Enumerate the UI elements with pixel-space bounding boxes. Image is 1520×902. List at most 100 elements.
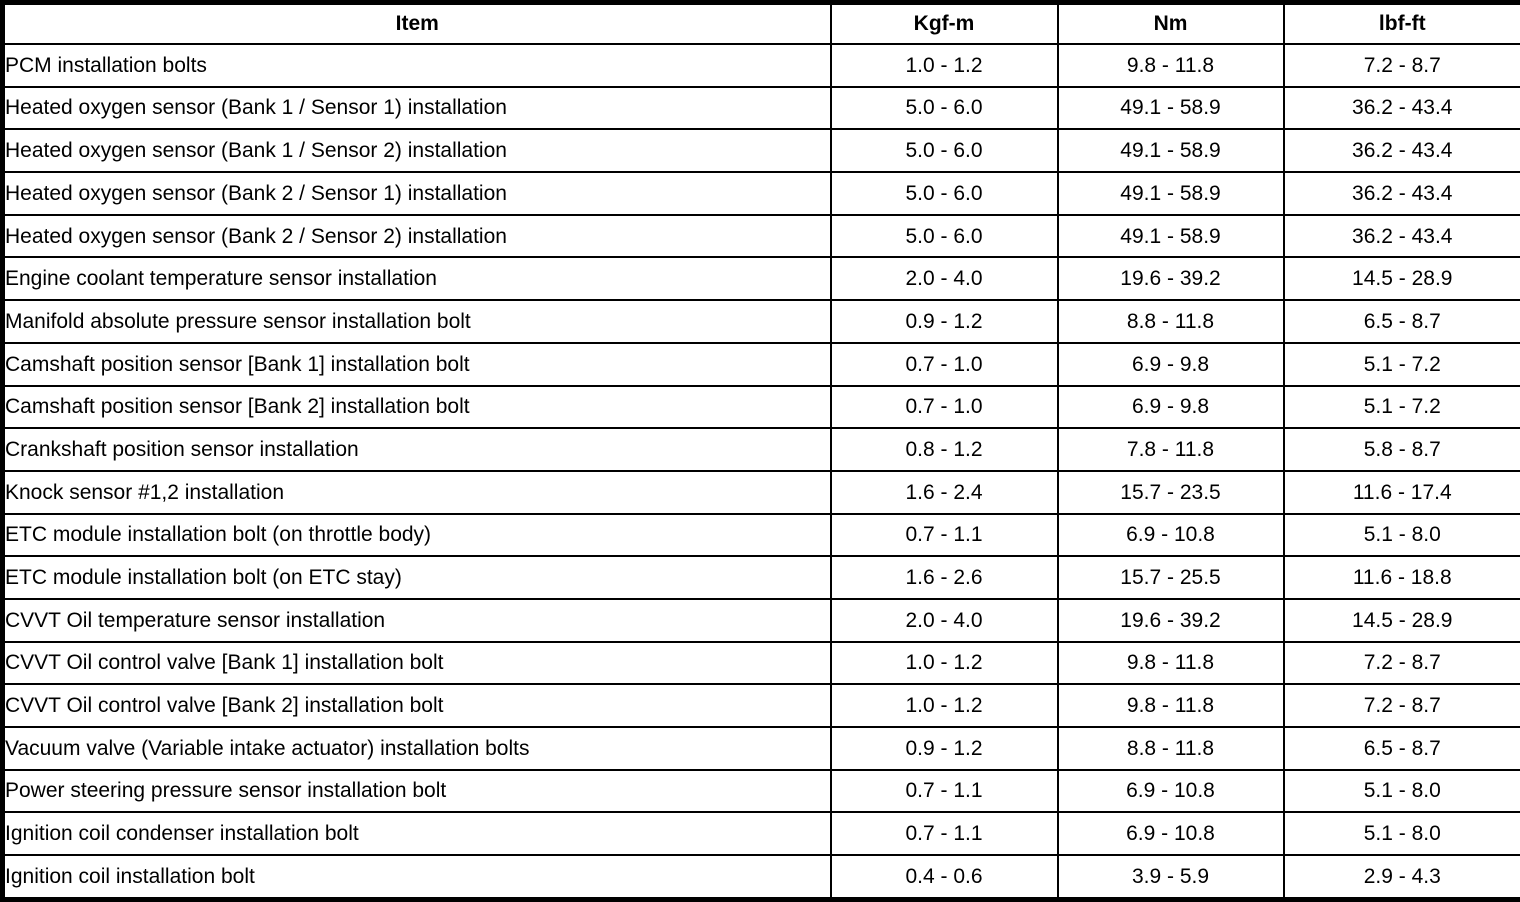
value-cell: 36.2 - 43.4 <box>1282 171 1520 216</box>
value-cell: 2.0 - 4.0 <box>829 597 1059 643</box>
value-cell: 5.0 - 6.0 <box>829 213 1059 259</box>
value-cell: 15.7 - 23.5 <box>1056 469 1285 515</box>
value-cell: 5.1 - 8.0 <box>1282 811 1520 857</box>
table-row: PCM installation bolts 1.0 - 1.2 9.8 - 11.… <box>1 43 1520 88</box>
header-lbfft: lbf-ft <box>1282 1 1520 45</box>
value-cell: 9.8 - 11.8 <box>1056 43 1285 88</box>
item-cell: ETC module installation bolt (on throttl… <box>1 512 832 558</box>
value-cell: 0.7 - 1.0 <box>829 341 1059 387</box>
table-row: CVVT Oil control valve [Bank 1] installa… <box>1 640 1520 686</box>
item-cell: Knock sensor #1,2 installation <box>1 469 832 515</box>
value-cell: 0.9 - 1.2 <box>829 726 1059 771</box>
value-cell: 0.4 - 0.6 <box>829 854 1059 901</box>
value-cell: 6.9 - 10.8 <box>1056 811 1285 857</box>
table-row: CVVT Oil temperature sensor installation… <box>1 597 1520 643</box>
value-cell: 9.8 - 11.8 <box>1056 640 1285 686</box>
value-cell: 19.6 - 39.2 <box>1056 597 1285 643</box>
value-cell: 0.7 - 1.1 <box>829 811 1059 857</box>
value-cell: 1.0 - 1.2 <box>829 683 1059 728</box>
value-cell: 14.5 - 28.9 <box>1282 256 1520 302</box>
value-cell: 2.9 - 4.3 <box>1282 854 1520 901</box>
value-cell: 6.9 - 10.8 <box>1056 512 1285 558</box>
value-cell: 36.2 - 43.4 <box>1282 85 1520 131</box>
value-cell: 14.5 - 28.9 <box>1282 597 1520 643</box>
table-row: Crankshaft position sensor installation 0… <box>1 427 1520 472</box>
value-cell: 5.1 - 8.0 <box>1282 768 1520 814</box>
value-cell: 1.6 - 2.4 <box>829 469 1059 515</box>
value-cell: 3.9 - 5.9 <box>1056 854 1285 901</box>
item-cell: CVVT Oil control valve [Bank 1] installa… <box>1 640 832 686</box>
value-cell: 5.0 - 6.0 <box>829 85 1059 131</box>
value-cell: 49.1 - 58.9 <box>1056 171 1285 216</box>
value-cell: 0.7 - 1.0 <box>829 384 1059 430</box>
item-cell: Ignition coil condenser installation bol… <box>1 811 832 857</box>
item-cell: Ignition coil installation bolt <box>1 854 832 901</box>
table-row: Ignition coil condenser installation bol… <box>1 811 1520 857</box>
table-row: Heated oxygen sensor (Bank 1 / Sensor 1)… <box>1 85 1520 131</box>
value-cell: 49.1 - 58.9 <box>1056 85 1285 131</box>
table-row: ETC module installation bolt (on ETC sta… <box>1 555 1520 600</box>
table-header: Item Kgf-m Nm lbf-ft <box>1 1 1520 45</box>
value-cell: 36.2 - 43.4 <box>1282 213 1520 259</box>
table-row: ETC module installation bolt (on throttl… <box>1 512 1520 558</box>
value-cell: 7.2 - 8.7 <box>1282 43 1520 88</box>
item-cell: Heated oxygen sensor (Bank 2 / Sensor 2)… <box>1 213 832 259</box>
value-cell: 1.0 - 1.2 <box>829 640 1059 686</box>
table-row: Camshaft position sensor [Bank 1] instal… <box>1 341 1520 387</box>
table-row: CVVT Oil control valve [Bank 2] installa… <box>1 683 1520 728</box>
value-cell: 5.0 - 6.0 <box>829 128 1059 174</box>
value-cell: 5.1 - 8.0 <box>1282 512 1520 558</box>
value-cell: 36.2 - 43.4 <box>1282 128 1520 174</box>
header-kgfm: Kgf-m <box>829 1 1059 45</box>
table-row: Ignition coil installation bolt 0.4 - 0.6… <box>1 854 1520 901</box>
value-cell: 11.6 - 18.8 <box>1282 555 1520 600</box>
item-cell: Crankshaft position sensor installation <box>1 427 832 472</box>
value-cell: 5.8 - 8.7 <box>1282 427 1520 472</box>
header-item: Item <box>1 1 832 45</box>
value-cell: 8.8 - 11.8 <box>1056 299 1285 344</box>
value-cell: 6.9 - 9.8 <box>1056 341 1285 387</box>
value-cell: 9.8 - 11.8 <box>1056 683 1285 728</box>
value-cell: 19.6 - 39.2 <box>1056 256 1285 302</box>
value-cell: 6.5 - 8.7 <box>1282 726 1520 771</box>
table-row: Manifold absolute pressure sensor instal… <box>1 299 1520 344</box>
table-row: Knock sensor #1,2 installation 1.6 - 2.4 1… <box>1 469 1520 515</box>
value-cell: 1.0 - 1.2 <box>829 43 1059 88</box>
table-row: Heated oxygen sensor (Bank 2 / Sensor 2)… <box>1 213 1520 259</box>
value-cell: 6.5 - 8.7 <box>1282 299 1520 344</box>
item-cell: CVVT Oil temperature sensor installation <box>1 597 832 643</box>
value-cell: 0.8 - 1.2 <box>829 427 1059 472</box>
header-nm: Nm <box>1056 1 1285 45</box>
item-cell: CVVT Oil control valve [Bank 2] installa… <box>1 683 832 728</box>
item-cell: Heated oxygen sensor (Bank 2 / Sensor 1)… <box>1 171 832 216</box>
table-row: Camshaft position sensor [Bank 2] instal… <box>1 384 1520 430</box>
item-cell: ETC module installation bolt (on ETC sta… <box>1 555 832 600</box>
table-row: Power steering pressure sensor installat… <box>1 768 1520 814</box>
value-cell: 1.6 - 2.6 <box>829 555 1059 600</box>
value-cell: 0.7 - 1.1 <box>829 768 1059 814</box>
item-cell: Heated oxygen sensor (Bank 1 / Sensor 2)… <box>1 128 832 174</box>
item-cell: Camshaft position sensor [Bank 2] instal… <box>1 384 832 430</box>
table-body: PCM installation bolts 1.0 - 1.2 9.8 - 11.… <box>1 43 1520 901</box>
table-row: Heated oxygen sensor (Bank 1 / Sensor 2)… <box>1 128 1520 174</box>
value-cell: 5.1 - 7.2 <box>1282 341 1520 387</box>
table-row: Engine coolant temperature sensor instal… <box>1 256 1520 302</box>
item-cell: Vacuum valve (Variable intake actuator) … <box>1 726 832 771</box>
value-cell: 49.1 - 58.9 <box>1056 213 1285 259</box>
table-row: Heated oxygen sensor (Bank 2 / Sensor 1)… <box>1 171 1520 216</box>
value-cell: 49.1 - 58.9 <box>1056 128 1285 174</box>
value-cell: 2.0 - 4.0 <box>829 256 1059 302</box>
table-row: Vacuum valve (Variable intake actuator) … <box>1 726 1520 771</box>
item-cell: PCM installation bolts <box>1 43 832 88</box>
value-cell: 5.1 - 7.2 <box>1282 384 1520 430</box>
value-cell: 0.9 - 1.2 <box>829 299 1059 344</box>
value-cell: 6.9 - 9.8 <box>1056 384 1285 430</box>
value-cell: 7.2 - 8.7 <box>1282 683 1520 728</box>
value-cell: 15.7 - 25.5 <box>1056 555 1285 600</box>
item-cell: Heated oxygen sensor (Bank 1 / Sensor 1)… <box>1 85 832 131</box>
item-cell: Power steering pressure sensor installat… <box>1 768 832 814</box>
value-cell: 11.6 - 17.4 <box>1282 469 1520 515</box>
item-cell: Camshaft position sensor [Bank 1] instal… <box>1 341 832 387</box>
value-cell: 5.0 - 6.0 <box>829 171 1059 216</box>
